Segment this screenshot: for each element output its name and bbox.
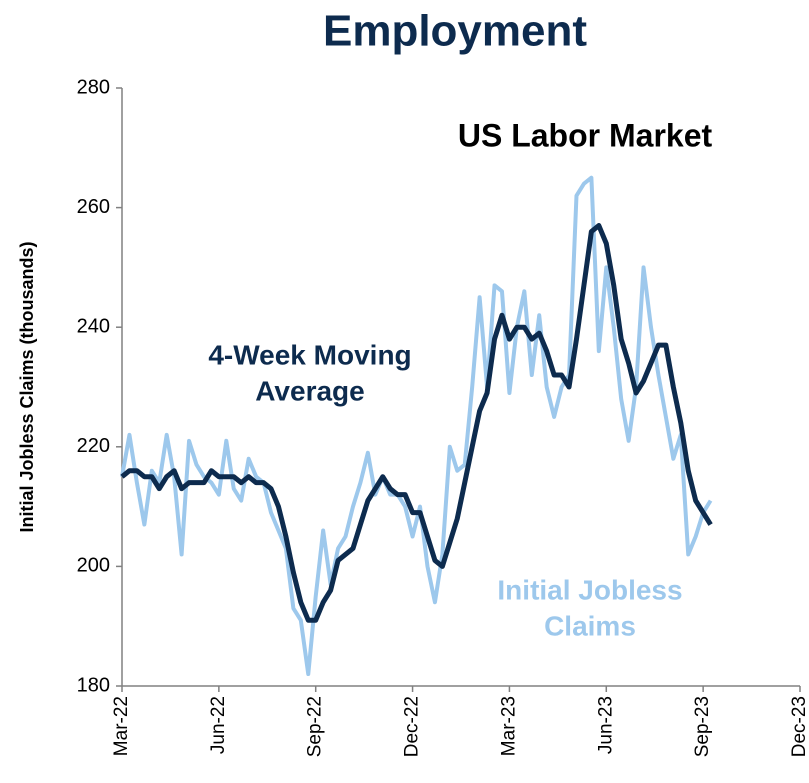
y-tick-label: 260 bbox=[77, 196, 110, 218]
chart-title: Employment bbox=[323, 7, 587, 56]
chart-subtitle: US Labor Market bbox=[458, 117, 713, 153]
x-tick-label: Dec-23 bbox=[789, 696, 809, 757]
y-tick-label: 280 bbox=[77, 76, 110, 98]
annotation: Initial Jobless bbox=[497, 574, 682, 605]
x-tick-label: Dec-22 bbox=[402, 696, 423, 757]
x-tick-label: Mar-23 bbox=[498, 696, 519, 756]
x-tick-label: Jun-23 bbox=[595, 696, 616, 754]
series-line bbox=[120, 175, 713, 677]
x-tick-label: Jun-22 bbox=[208, 696, 229, 754]
y-tick-label: 180 bbox=[77, 674, 110, 696]
series-line bbox=[120, 223, 713, 623]
y-tick-label: 240 bbox=[77, 315, 110, 337]
annotation: Average bbox=[255, 375, 364, 406]
annotation: Claims bbox=[544, 610, 636, 641]
x-tick-label: Mar-22 bbox=[111, 696, 132, 756]
annotation: 4-Week Moving bbox=[208, 339, 411, 370]
y-axis-label: Initial Jobless Claims (thousands) bbox=[17, 241, 37, 532]
y-tick-label: 220 bbox=[77, 435, 110, 457]
x-tick-label: Sep-23 bbox=[692, 696, 713, 757]
y-tick-label: 200 bbox=[77, 555, 110, 577]
x-tick-label: Sep-22 bbox=[305, 696, 326, 757]
